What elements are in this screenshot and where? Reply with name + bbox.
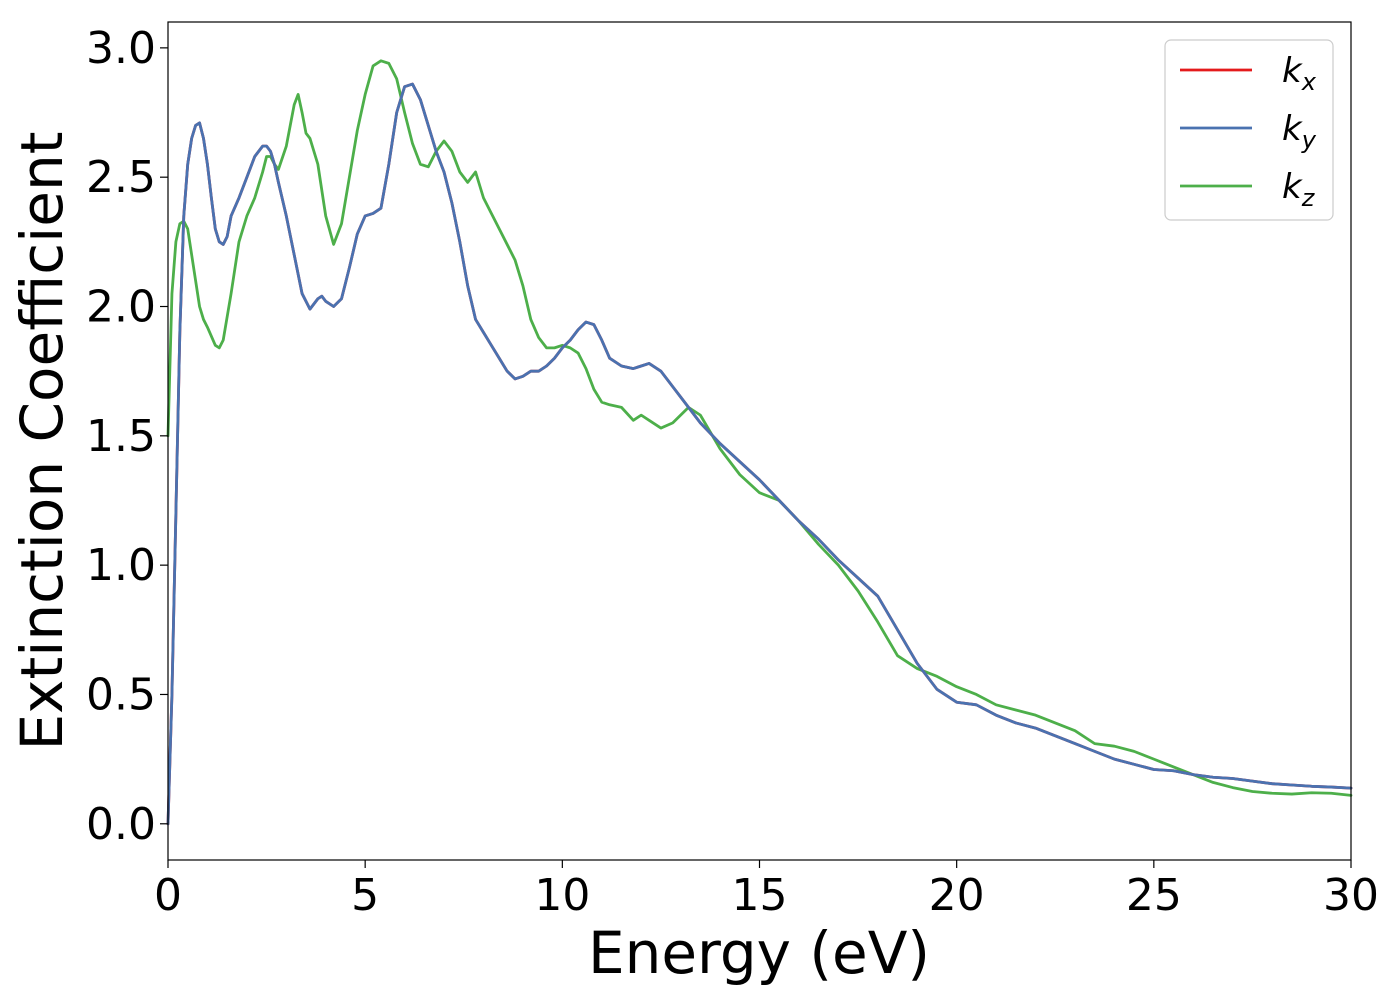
y-tick-label: 3.0	[86, 23, 156, 74]
x-tick-label: 25	[1126, 870, 1182, 921]
y-axis: 0.0 0.5 1.0 1.5 2.0 2.5 3.0	[86, 23, 168, 850]
x-axis-label: Energy (eV)	[588, 919, 930, 987]
legend-label-kx: kx	[1282, 51, 1317, 96]
x-tick-label: 20	[929, 870, 985, 921]
x-tick-label: 10	[534, 870, 590, 921]
y-tick-label: 1.0	[86, 540, 156, 591]
y-tick-label: 2.5	[86, 152, 156, 203]
y-tick-label: 0.0	[86, 799, 156, 850]
x-tick-label: 15	[732, 870, 788, 921]
x-tick-label: 0	[154, 870, 182, 921]
y-tick-label: 0.5	[86, 669, 156, 720]
series-line-kz	[166, 59, 1353, 797]
y-tick-label: 1.5	[86, 411, 156, 462]
x-axis: 0 5 10 15 20 25 30	[154, 860, 1379, 921]
legend-label-ky: ky	[1282, 109, 1317, 154]
y-tick-label: 2.0	[86, 282, 156, 333]
legend-label-kz: kz	[1282, 167, 1316, 212]
x-tick-label: 5	[351, 870, 379, 921]
x-tick-label: 30	[1323, 870, 1379, 921]
legend-box	[1164, 39, 1334, 221]
series-layer	[166, 59, 1353, 826]
legend: kx ky kz	[1164, 39, 1334, 221]
y-axis-label: Extinction Coefficient	[8, 132, 76, 751]
series-line-ky	[166, 82, 1353, 826]
